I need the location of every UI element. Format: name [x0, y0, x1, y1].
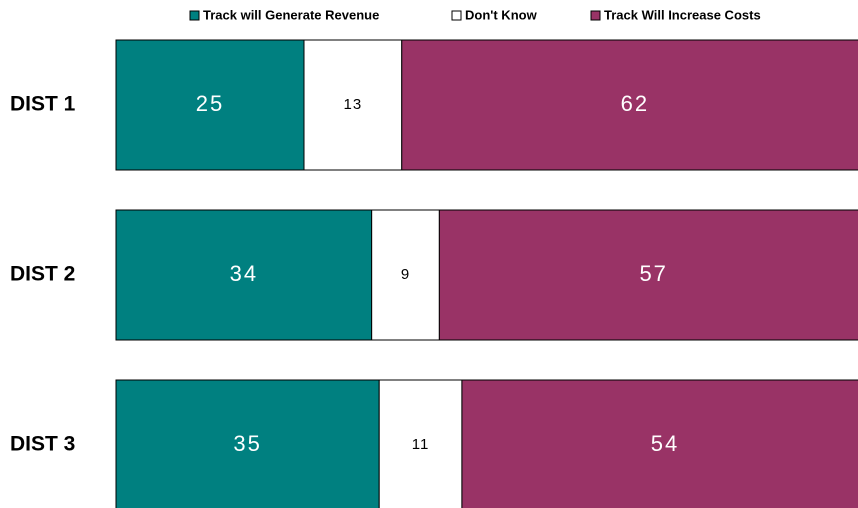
legend-label: Track will Generate Revenue [203, 7, 379, 22]
legend-swatch [590, 10, 601, 21]
category-label: DIST 1 [10, 93, 76, 116]
bar-segment [115, 209, 373, 341]
value-label: 13 [344, 96, 363, 113]
value-label: 25 [196, 91, 224, 116]
legend-swatch [189, 10, 200, 21]
legend-swatch [451, 10, 462, 21]
bar-segment [438, 209, 858, 341]
bar-segment [378, 379, 463, 508]
bar-segment [303, 39, 403, 171]
value-label: 34 [230, 261, 258, 286]
legend-label: Don't Know [465, 7, 538, 22]
bar-segment [371, 209, 440, 341]
legend-label: Track Will Increase Costs [604, 7, 761, 22]
value-label: 54 [651, 431, 679, 456]
value-label: 62 [621, 91, 649, 116]
value-label: 9 [401, 266, 410, 283]
bar-segment [115, 39, 305, 171]
value-label: 57 [639, 261, 667, 286]
value-label: 11 [412, 436, 430, 453]
value-label: 35 [233, 431, 261, 456]
bar-segment [461, 379, 858, 508]
bar-segment [401, 39, 858, 171]
category-label: DIST 2 [10, 263, 75, 286]
category-label: DIST 3 [10, 433, 75, 456]
